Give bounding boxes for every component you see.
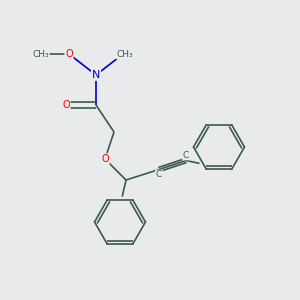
Text: O: O — [101, 154, 109, 164]
Text: CH₃: CH₃ — [116, 50, 133, 58]
Text: C: C — [183, 151, 189, 160]
Text: N: N — [92, 70, 100, 80]
Text: O: O — [65, 49, 73, 59]
Text: O: O — [62, 100, 70, 110]
Text: C: C — [156, 170, 162, 179]
Text: CH₃: CH₃ — [32, 50, 49, 58]
